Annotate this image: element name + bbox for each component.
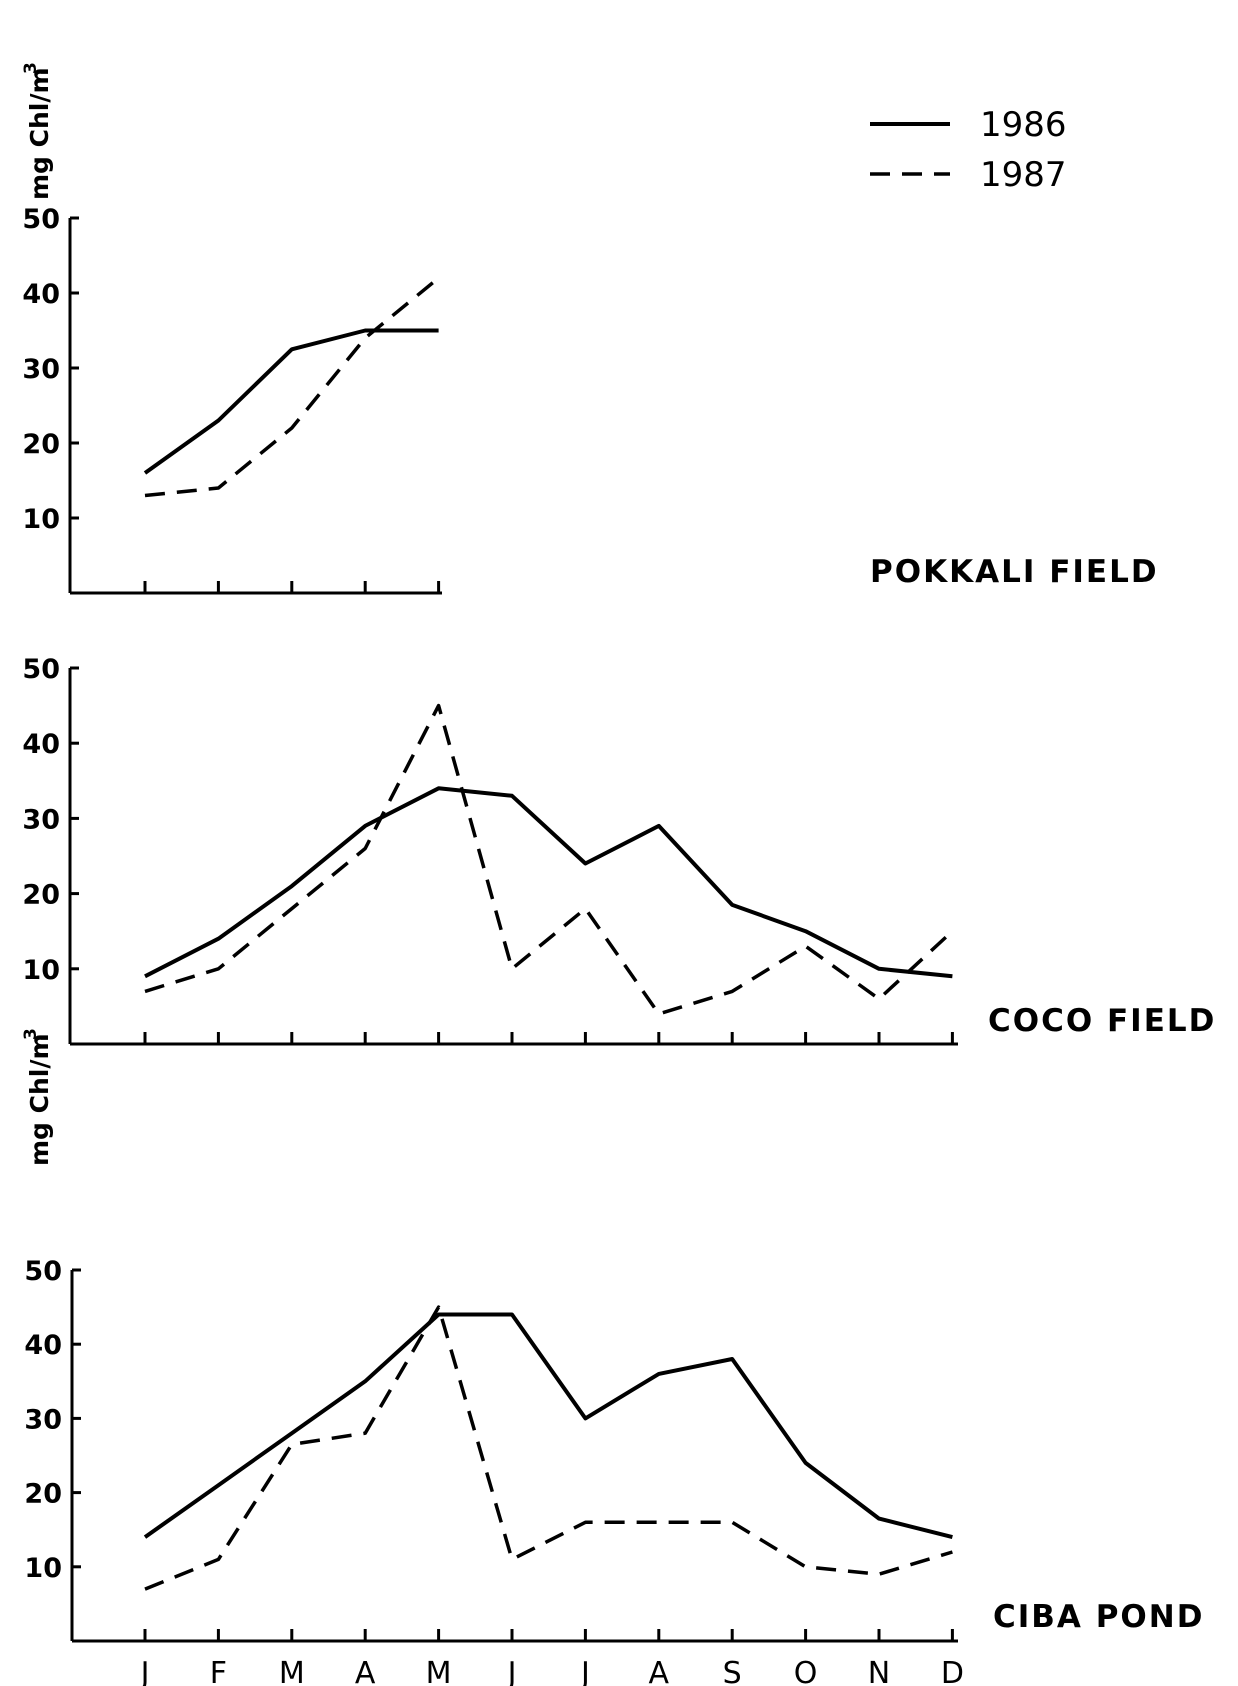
ylabel-bottom-sup: 3: [21, 1028, 41, 1040]
x-tick-label-ciba-pond-11: D: [941, 1656, 964, 1686]
y-tick-label-ciba-pond-20: 20: [24, 1479, 62, 1510]
ylabel-top-text: mg Chl/m: [25, 67, 54, 200]
legend-label-1987: 1987: [980, 155, 1067, 195]
y-tick-label-coco-field-40: 40: [22, 729, 60, 760]
ylabel-bottom: mg Chl/m 3: [21, 1028, 54, 1166]
y-tick-label-pokkali-field-40: 40: [22, 279, 60, 310]
y-tick-label-coco-field-50: 50: [22, 654, 60, 685]
panel-ciba-pond: 10 20 30 40 50 J F M A M J J A S O N D CIBA POND: [24, 1256, 1204, 1686]
series-1986-coco-field: [144, 786, 953, 979]
x-tick-label-ciba-pond-4: M: [426, 1656, 452, 1686]
chart-panels: 10 20 30 40 50 POKKALI FIELD 10 20 30 40 50 COCO FI…: [22, 204, 1216, 1686]
y-tick-label-ciba-pond-40: 40: [24, 1330, 62, 1361]
x-tick-label-ciba-pond-3: A: [355, 1656, 376, 1686]
legend: 1986 1987: [870, 105, 1067, 195]
ylabel-top: mg Chl/m 3: [21, 62, 54, 200]
panel-coco-field: 10 20 30 40 50 COCO FIELD: [22, 654, 1216, 1046]
x-tick-label-ciba-pond-2: M: [279, 1656, 305, 1686]
series-1987-pokkali-field: [144, 276, 440, 498]
ylabel-bottom-text: mg Chl/m: [25, 1033, 54, 1166]
x-tick-label-ciba-pond-0: J: [139, 1656, 150, 1686]
x-tick-label-ciba-pond-10: N: [868, 1656, 890, 1686]
x-tick-label-ciba-pond-9: O: [794, 1656, 818, 1686]
legend-label-1986: 1986: [980, 105, 1067, 145]
y-tick-label-ciba-pond-50: 50: [24, 1256, 62, 1287]
panel-title-ciba-pond: CIBA POND: [993, 1599, 1204, 1635]
series-1986-pokkali-field: [143, 328, 439, 475]
y-tick-label-pokkali-field-20: 20: [22, 429, 60, 460]
panel-title-pokkali-field: POKKALI FIELD: [870, 554, 1159, 590]
y-tick-label-pokkali-field-50: 50: [22, 204, 60, 235]
series-1986-ciba-pond: [143, 1312, 953, 1540]
x-tick-label-ciba-pond-1: F: [210, 1656, 227, 1686]
panel-title-coco-field: COCO FIELD: [988, 1003, 1216, 1039]
y-tick-label-coco-field-10: 10: [22, 955, 60, 986]
series-1987-ciba-pond: [144, 1305, 953, 1591]
series-1987-coco-field: [144, 703, 954, 1016]
y-tick-label-ciba-pond-30: 30: [24, 1404, 62, 1435]
y-tick-label-pokkali-field-30: 30: [22, 354, 60, 385]
y-tick-label-ciba-pond-10: 10: [24, 1553, 62, 1584]
x-tick-label-ciba-pond-7: A: [649, 1656, 670, 1686]
x-tick-label-ciba-pond-8: S: [723, 1656, 742, 1686]
panel-pokkali-field: 10 20 30 40 50 POKKALI FIELD: [22, 204, 1159, 595]
y-tick-label-coco-field-20: 20: [22, 880, 60, 911]
ylabel-top-sup: 3: [21, 62, 41, 74]
y-tick-label-coco-field-30: 30: [22, 804, 60, 835]
x-tick-label-ciba-pond-6: J: [579, 1656, 590, 1686]
x-tick-label-ciba-pond-5: J: [506, 1656, 517, 1686]
y-tick-label-pokkali-field-10: 10: [22, 504, 60, 535]
